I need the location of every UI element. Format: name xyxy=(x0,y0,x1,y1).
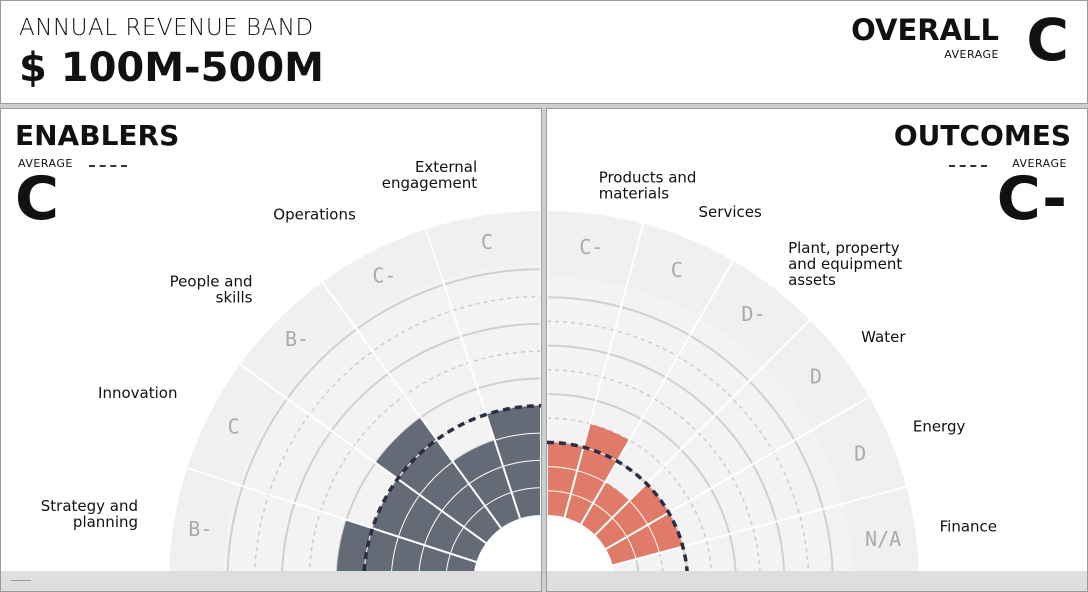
outcomes-bar-water xyxy=(595,483,669,549)
outcomes-bar-services xyxy=(564,423,630,525)
outcomes-title: OUTCOMES xyxy=(893,119,1071,152)
enablers-category-external-engagement: External engagement xyxy=(382,158,478,192)
strip-handle xyxy=(11,580,31,581)
outcomes-category-products-and-materials: Products and materials xyxy=(599,168,697,202)
outcomes-category-plant-property-and-equipment-assets: Plant, property and equipment assets xyxy=(788,239,902,289)
enablers-ring-B xyxy=(280,322,541,584)
enablers-sector-divider xyxy=(186,467,477,563)
outcomes-grade-water: D xyxy=(810,365,822,389)
outcomes-average-grade: C- xyxy=(996,164,1067,234)
enablers-sector-divider xyxy=(425,228,521,519)
outcomes-grade-energy: D xyxy=(854,441,866,465)
enablers-category-strategy-and-planning: Strategy and planning xyxy=(41,497,138,531)
enablers-bar-gridline xyxy=(502,459,541,467)
enablers-grade-external-engagement: C xyxy=(481,230,493,254)
enablers-average-label: AVERAGE xyxy=(18,157,73,170)
outcomes-category-services: Services xyxy=(699,203,762,221)
outcomes-sector-divider xyxy=(594,319,811,536)
enablers-average-legend-line xyxy=(89,165,127,167)
enablers-grade-innovation: C xyxy=(228,414,240,438)
enablers-bar-operations xyxy=(452,440,520,528)
outcomes-scale-strip xyxy=(547,571,1087,591)
outcomes-average-arc xyxy=(547,440,690,584)
enablers-ring-A xyxy=(226,268,541,584)
outcomes-average-label: AVERAGE xyxy=(1012,157,1067,170)
outcomes-category-energy: Energy xyxy=(913,417,966,435)
enablers-bar-gridline xyxy=(441,483,470,512)
outcomes-sector-divider xyxy=(563,223,645,518)
enablers-average-arc xyxy=(362,404,541,584)
outcomes-category-finance: Finance xyxy=(940,517,997,535)
outcomes-average-legend-line xyxy=(949,165,987,167)
enablers-bar-gridline xyxy=(397,494,421,537)
overall-label: OVERALL xyxy=(851,13,999,47)
enablers-bar-innovation xyxy=(372,478,486,562)
enablers-category-innovation: Innovation xyxy=(98,384,177,402)
enablers-category-operations: Operations xyxy=(273,205,356,223)
outcomes-panel: C- C D- D D N/A Products and materials Services P… xyxy=(546,108,1088,592)
outcomes-grade-finance: N/A xyxy=(865,527,901,551)
outcomes-bar-plant-property-and-equipment-assets xyxy=(581,482,630,535)
overall-grade: C xyxy=(1026,6,1069,74)
outcomes-sector-divider xyxy=(580,260,734,525)
enablers-bar-gridline xyxy=(468,465,504,485)
enablers-sector-divider xyxy=(321,281,502,529)
enablers-bar-gridline xyxy=(494,432,541,441)
overall-average-label: AVERAGE xyxy=(944,48,999,61)
revenue-band-value: $ 100M-500M xyxy=(19,45,324,91)
enablers-bar-gridline xyxy=(423,510,443,546)
enablers-category-people-and-skills: People and skills xyxy=(170,273,253,307)
enablers-average-grade: C xyxy=(15,164,60,234)
outcomes-category-water: Water xyxy=(861,328,906,346)
enablers-grade-people-and-skills: B- xyxy=(285,327,309,351)
enablers-ring-A- xyxy=(253,295,541,584)
enablers-grade-operations: C- xyxy=(372,264,396,288)
enablers-bar-gridline xyxy=(419,461,454,496)
outcomes-grade-band xyxy=(547,211,919,583)
enablers-grade-band xyxy=(169,211,541,583)
outcomes-grade-plant-property-and-equipment-assets: D- xyxy=(741,302,765,326)
outcomes-sector-divider xyxy=(612,485,907,567)
outcomes-bar-energy xyxy=(605,512,683,566)
enablers-grade-strategy-and-planning: B- xyxy=(188,517,212,541)
enablers-chart: B- C B- C- C Strategy and planning Innovation Pe… xyxy=(41,158,541,590)
revenue-band-label: ANNUAL REVENUE BAND xyxy=(19,15,314,41)
enablers-bar-people-and-skills xyxy=(375,417,502,544)
outcomes-ring-A- xyxy=(547,320,810,584)
outcomes-grade-services: C xyxy=(671,258,683,282)
enablers-scale-strip xyxy=(1,571,541,591)
outcomes-bar-products-and-materials xyxy=(547,442,584,518)
outcomes-grade-products-and-materials: C- xyxy=(579,235,603,259)
enablers-sector-divider xyxy=(239,363,487,544)
header: ANNUAL REVENUE BAND $ 100M-500M OVERALL … xyxy=(0,0,1088,104)
enablers-panel: B- C B- C- C Strategy and planning Innovation Pe… xyxy=(0,108,542,592)
outcomes-sector-divider xyxy=(605,396,870,550)
enablers-title: ENABLERS xyxy=(15,119,180,152)
